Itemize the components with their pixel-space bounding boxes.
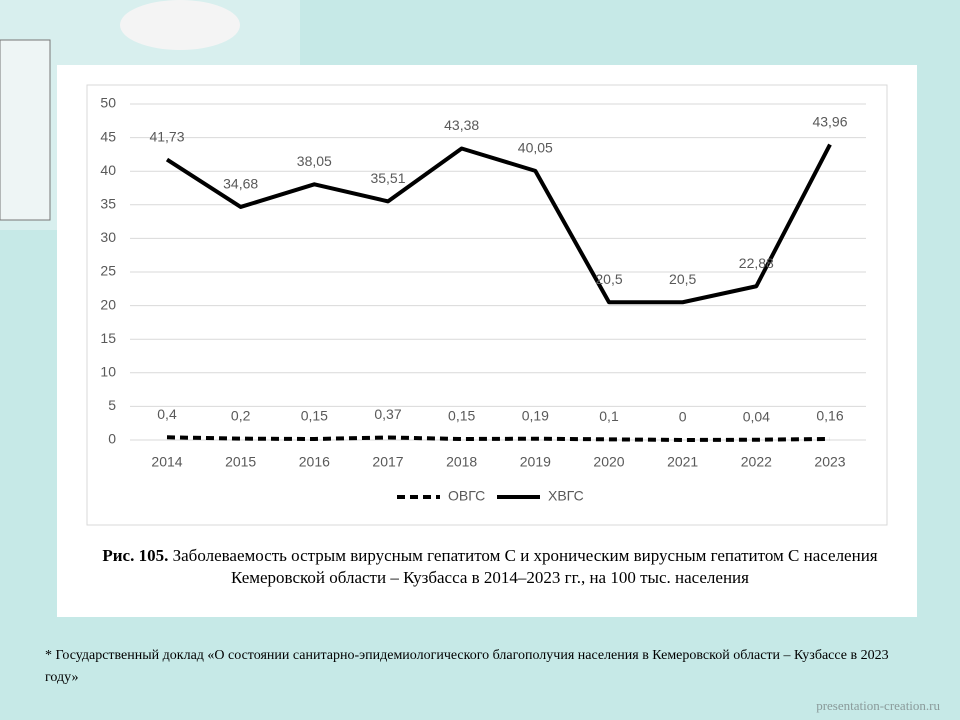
caption: Рис. 105. Заболеваемость острым вирусным… — [85, 545, 895, 589]
data-label: 40,05 — [518, 140, 553, 156]
data-label: 43,96 — [812, 113, 847, 129]
x-tick-label: 2019 — [520, 454, 551, 470]
data-label: 0,15 — [448, 408, 475, 424]
footnote: * Государственный доклад «О состоянии са… — [45, 648, 889, 685]
data-label: 20,5 — [669, 271, 696, 287]
x-tick-label: 2016 — [299, 454, 330, 470]
data-label: 20,5 — [595, 271, 622, 287]
data-label: 0,1 — [599, 408, 619, 424]
y-tick-label: 35 — [100, 196, 116, 212]
decor-bottle — [120, 0, 240, 50]
data-label: 0,4 — [157, 406, 177, 422]
data-label: 0,2 — [231, 407, 251, 423]
y-tick-label: 10 — [100, 364, 116, 380]
x-tick-label: 2020 — [593, 454, 624, 470]
y-tick-label: 40 — [100, 162, 116, 178]
data-label: 0,37 — [374, 406, 401, 422]
y-tick-label: 0 — [108, 431, 116, 447]
y-tick-label: 45 — [100, 128, 116, 144]
data-label: 35,51 — [370, 170, 405, 186]
series-line — [165, 143, 832, 305]
data-label: 43,38 — [444, 117, 479, 133]
data-label: 0 — [679, 409, 687, 425]
x-tick-label: 2018 — [446, 454, 477, 470]
plot-frame — [86, 84, 888, 526]
x-tick-label: 2023 — [814, 454, 845, 470]
x-tick-label: 2014 — [151, 454, 182, 470]
caption-label: Рис. 105. — [102, 546, 169, 565]
x-tick-label: 2022 — [741, 454, 772, 470]
watermark: presentation-creation.ru — [816, 698, 940, 713]
data-label: 41,73 — [149, 128, 184, 144]
data-label: 0,16 — [816, 408, 843, 424]
legend-label: ОВГС — [448, 488, 485, 504]
data-label: 0,15 — [301, 408, 328, 424]
data-label: 0,04 — [743, 408, 770, 424]
caption-text: Заболеваемость острым вирусным гепатитом… — [172, 546, 878, 587]
y-tick-label: 50 — [100, 95, 116, 111]
y-tick-label: 15 — [100, 330, 116, 346]
data-label: 0,19 — [522, 407, 549, 423]
series-line — [166, 435, 831, 442]
data-label: 34,68 — [223, 176, 258, 192]
y-tick-label: 20 — [100, 296, 116, 312]
x-tick-label: 2015 — [225, 454, 256, 470]
decor-notebook — [0, 39, 51, 221]
y-tick-label: 25 — [100, 263, 116, 279]
y-tick-label: 5 — [108, 397, 116, 413]
x-tick-label: 2017 — [372, 454, 403, 470]
data-label: 22,88 — [739, 255, 774, 271]
x-tick-label: 2021 — [667, 454, 698, 470]
y-tick-label: 30 — [100, 229, 116, 245]
data-label: 38,05 — [297, 153, 332, 169]
legend-label: ХВГС — [548, 488, 584, 504]
